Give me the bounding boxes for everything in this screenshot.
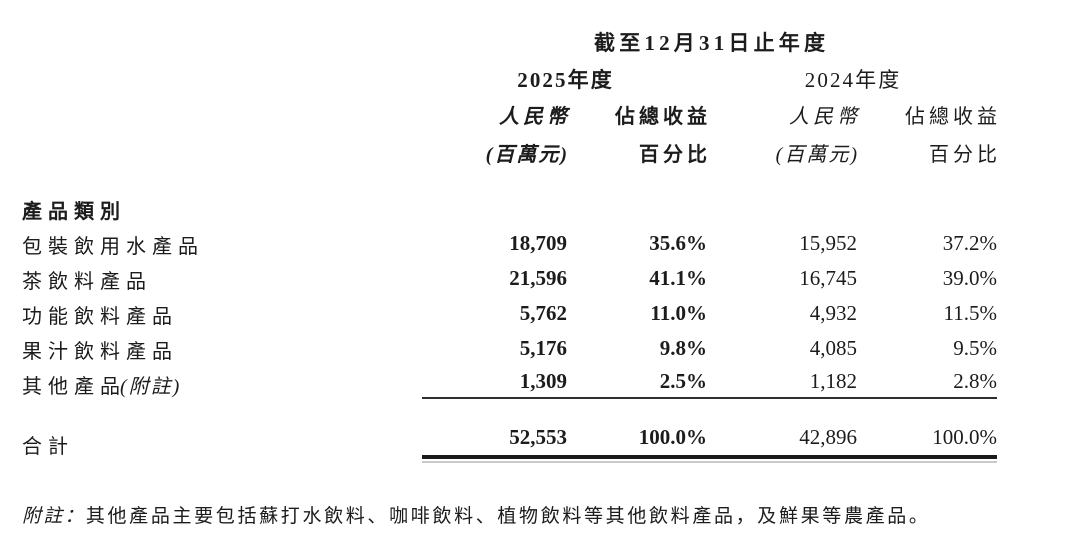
row-label-note: (附註) xyxy=(120,376,182,398)
spacer-cell xyxy=(22,93,422,129)
spacer-cell xyxy=(22,56,422,93)
spacer-cell xyxy=(422,189,997,224)
period-header: 截至12月31日止年度 xyxy=(594,31,830,55)
total-pct-2024: 100.0% xyxy=(857,423,998,463)
pct-2024-value: 37.2% xyxy=(942,231,998,255)
spacer-cell xyxy=(22,16,422,56)
col-subheader-pct-2024: 百分比 xyxy=(929,144,1002,166)
pct-2024-value: 9.5% xyxy=(953,336,998,360)
footnote: 附註：其他產品主要包括蘇打水飲料、咖啡飲料、植物飲料等其他飲料產品，及鮮果等農產… xyxy=(22,501,931,528)
table-row: 其他產品(附註) 1,309 2.5% 1,182 2.8% xyxy=(22,364,998,399)
col-subheader-rmb-unit-2025: (百萬元) xyxy=(485,144,569,166)
total-rmb-2025: 52,553 xyxy=(422,423,567,463)
col-subheader-pct-2025: 百分比 xyxy=(639,144,711,166)
col-subheader-rmb-unit-2024: (百萬元) xyxy=(775,144,859,166)
spacer-row xyxy=(22,167,997,189)
rmb-2024-value: 16,745 xyxy=(799,266,857,290)
row-label: 果汁飲料產品 xyxy=(22,341,178,363)
footnote-text: 其他產品主要包括蘇打水飲料、咖啡飲料、植物飲料等其他飲料產品，及鮮果等農產品。 xyxy=(85,506,931,527)
pct-2025-value: 2.5% xyxy=(567,364,707,399)
rmb-2025-value: 5,762 xyxy=(519,301,567,325)
table-row: 包裝飲用水產品 18,709 35.6% 15,952 37.2% xyxy=(22,224,997,259)
rmb-2024-value: 4,932 xyxy=(809,301,857,325)
col-header-rmb-2025: 人民幣 xyxy=(499,106,571,128)
section-label: 產品類別 xyxy=(22,201,126,223)
rmb-2025-value: 1,309 xyxy=(422,364,567,399)
pct-2025-value: 41.1% xyxy=(649,266,707,290)
spacer-cell xyxy=(22,129,422,167)
period-header-cell: 截至12月31日止年度 xyxy=(422,16,997,56)
pct-2024-value: 2.8% xyxy=(857,364,998,399)
total-pct-2025: 100.0% xyxy=(567,423,707,463)
year-2025-header: 2025年度 xyxy=(517,68,614,92)
total-label: 合計 xyxy=(22,436,74,458)
spacer-row xyxy=(22,399,997,423)
table-row: 果汁飲料產品 5,176 9.8% 4,085 9.5% xyxy=(22,329,997,364)
rmb-2025-value: 21,596 xyxy=(509,266,567,290)
total-row: 合計 52,553 100.0% 42,896 100.0% xyxy=(22,423,998,463)
footnote-label: 附註： xyxy=(22,506,86,527)
col-header-pct-2024: 佔總收益 xyxy=(905,106,1002,128)
row-label: 包裝飲用水產品 xyxy=(22,236,204,258)
pct-2024-value: 39.0% xyxy=(942,266,998,290)
col-header-rmb-2024: 人民幣 xyxy=(789,106,861,128)
total-rmb-2024: 42,896 xyxy=(707,423,857,463)
rmb-2024-value: 1,182 xyxy=(707,364,857,399)
row-label: 其他產品(附註) xyxy=(22,376,182,398)
rmb-2025-value: 18,709 xyxy=(509,231,567,255)
row-label: 茶飲料產品 xyxy=(22,271,152,293)
pct-2024-value: 11.5% xyxy=(943,301,998,325)
rmb-2024-value: 4,085 xyxy=(809,336,857,360)
col-header-pct-2025: 佔總收益 xyxy=(615,106,711,128)
rmb-2024-value: 15,952 xyxy=(799,231,857,255)
pct-2025-value: 35.6% xyxy=(649,231,707,255)
year-2025-cell: 2025年度 xyxy=(422,56,707,93)
pct-2025-value: 9.8% xyxy=(659,336,707,360)
section-label-cell: 產品類別 xyxy=(22,189,422,224)
rmb-2025-value: 5,176 xyxy=(519,336,567,360)
year-2024-header: 2024年度 xyxy=(804,68,902,92)
table-row: 功能飲料產品 5,762 11.0% 4,932 11.5% xyxy=(22,294,997,329)
row-label: 功能飲料產品 xyxy=(22,306,178,328)
year-2024-cell: 2024年度 xyxy=(707,56,997,93)
table-row: 茶飲料產品 21,596 41.1% 16,745 39.0% xyxy=(22,259,997,294)
revenue-by-product-table: 截至12月31日止年度 2025年度 2024年度 人民幣 佔總收益 人民幣 xyxy=(22,16,1002,463)
pct-2025-value: 11.0% xyxy=(650,301,707,325)
